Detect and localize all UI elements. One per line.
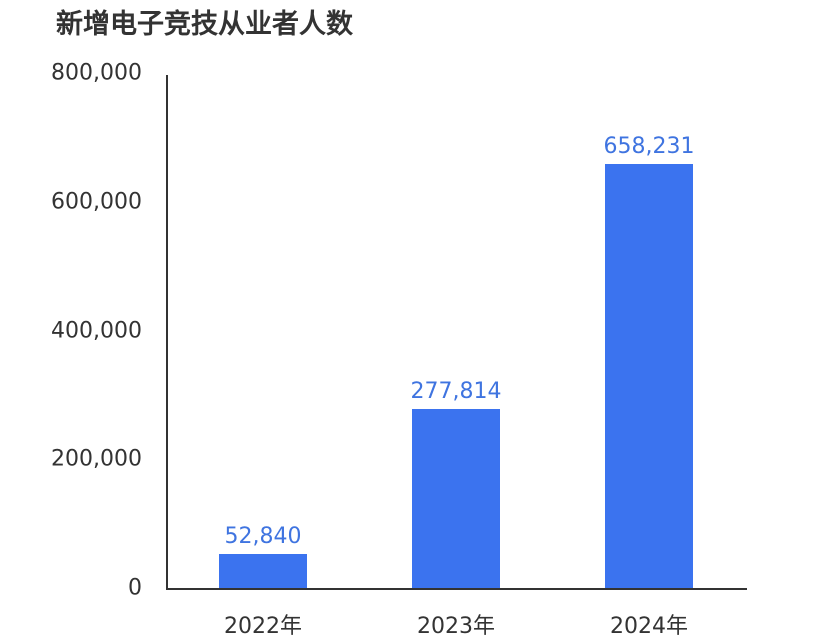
y-axis-line (166, 75, 168, 589)
y-tick-label: 200,000 (51, 446, 142, 472)
bar-2024年 (605, 164, 693, 588)
bar-value-label: 52,840 (224, 523, 302, 549)
y-tick-label: 400,000 (51, 318, 142, 343)
bar-value-label: 277,814 (410, 379, 502, 405)
bar-value-label: 658,231 (603, 134, 695, 160)
x-axis-line (166, 588, 747, 590)
x-tick-label: 2023年 (417, 614, 495, 639)
y-tick-label: 800,000 (51, 60, 142, 86)
x-tick-label: 2024年 (610, 614, 688, 639)
y-tick-label: 600,000 (51, 189, 142, 215)
x-tick-label: 2022年 (224, 614, 302, 639)
chart-title: 新增电子竞技从业者人数 (56, 9, 353, 40)
bar-2022年 (219, 553, 307, 588)
bar-2023年 (412, 409, 500, 588)
y-tick-label: 0 (128, 575, 142, 601)
